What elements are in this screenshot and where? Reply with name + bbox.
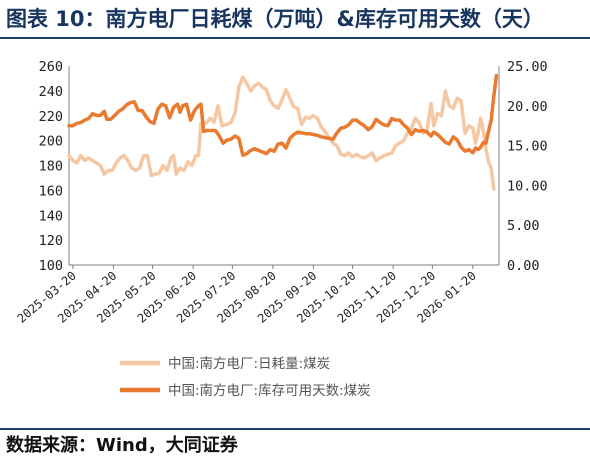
left-tick-label: 140: [39, 208, 63, 224]
right-tick-label: 15.00: [507, 139, 548, 155]
page-title: 图表 10：南方电厂日耗煤（万吨）&库存可用天数（天）: [6, 7, 544, 31]
legend-label-daily: 中国:南方电厂:日耗量:煤炭: [168, 356, 330, 372]
left-tick-label: 180: [39, 159, 63, 175]
left-tick-label: 240: [39, 84, 63, 100]
daily-consumption-line: [67, 75, 496, 191]
left-axis-ticks: 100 120 140 160 180 200 220 240 260: [39, 59, 63, 274]
left-tick-label: 100: [39, 258, 63, 274]
legend-label-inventory: 中国:南方电厂:库存可用天数:煤炭: [168, 383, 371, 399]
right-tick-label: 25.00: [507, 59, 548, 75]
footer-rule: [0, 428, 590, 430]
left-tick-label: 260: [39, 59, 63, 75]
inventory-days-line: [67, 73, 499, 157]
right-axis-ticks: 0.00 5.00 10.00 15.00 20.00 25.00: [507, 59, 548, 274]
right-tick-label: 20.00: [507, 99, 548, 115]
source-note: 数据来源：Wind，大同证券: [6, 435, 238, 456]
right-tick-label: 5.00: [507, 218, 540, 234]
left-tick-label: 160: [39, 183, 63, 199]
right-tick-label: 10.00: [507, 178, 548, 194]
left-tick-label: 200: [39, 134, 63, 150]
x-axis-ticks: 2025-03-202025-04-202025-05-202025-06-20…: [15, 265, 479, 326]
series-lines: [67, 73, 499, 191]
left-tick-label: 220: [39, 109, 63, 125]
right-tick-label: 0.00: [507, 258, 540, 274]
title-underline: [0, 37, 590, 39]
left-tick-label: 120: [39, 233, 63, 249]
chart-axes: [68, 66, 500, 266]
